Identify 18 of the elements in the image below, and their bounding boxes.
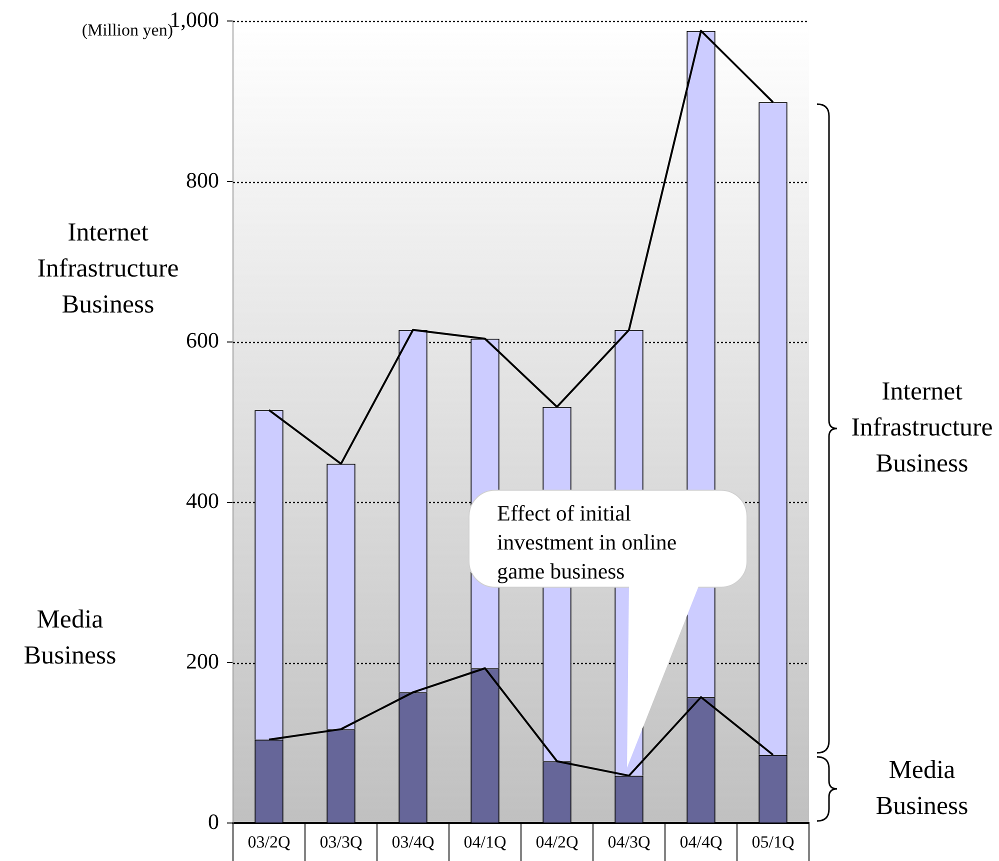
- x-tick-label: 03/2Q: [248, 832, 290, 852]
- x-tick-label: 05/1Q: [752, 832, 794, 852]
- text: Media Business: [24, 604, 116, 670]
- text: Media Business: [876, 754, 968, 820]
- text: Internet Infrastructure Business: [37, 218, 179, 319]
- y-tick-label: 200: [186, 648, 219, 674]
- annotation: Effect of initial investment in online game business: [497, 500, 677, 584]
- x-tick-label: 04/1Q: [464, 832, 506, 852]
- x-tick-label: 04/2Q: [536, 832, 578, 852]
- y-tick-label: 400: [186, 488, 219, 514]
- x-tick-label: 04/3Q: [608, 832, 650, 852]
- y-tick-label: 0: [208, 808, 219, 834]
- x-tick-label: 03/4Q: [392, 832, 434, 852]
- x-tick-label: 03/3Q: [320, 832, 362, 852]
- y-tick-label: 600: [186, 328, 219, 353]
- x-tick-label: 04/4Q: [680, 832, 722, 852]
- y-tick-label: 800: [186, 167, 219, 192]
- text: Internet Infrastructure Business: [851, 376, 993, 478]
